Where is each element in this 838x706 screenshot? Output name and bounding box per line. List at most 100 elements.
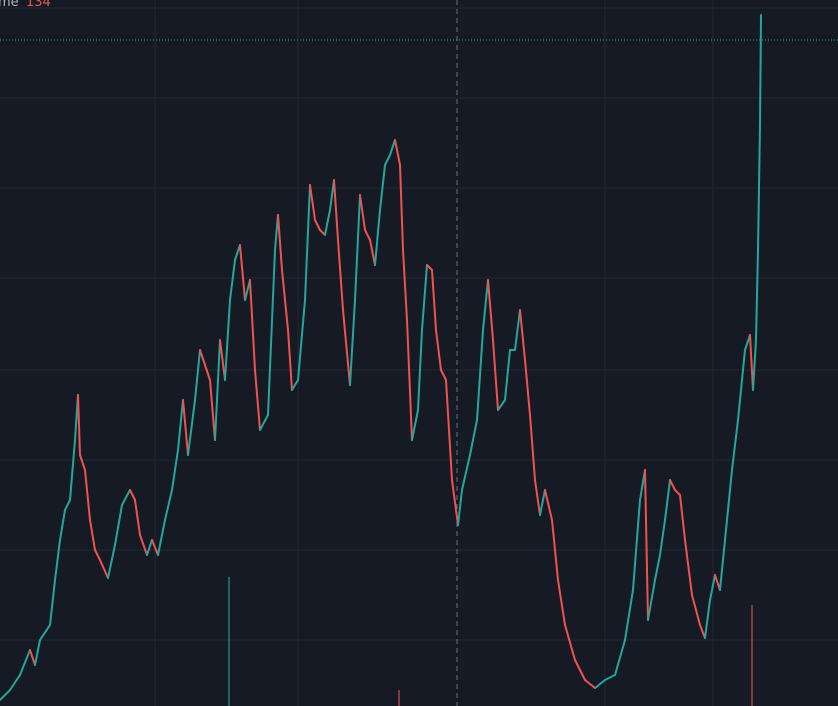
- price-segment: [359, 194, 366, 231]
- price-segment: [224, 299, 231, 381]
- price-segment: [759, 14, 762, 126]
- price-segment: [524, 359, 531, 416]
- price-segment: [314, 219, 321, 231]
- price-segment: [519, 309, 526, 361]
- price-segment: [476, 329, 484, 421]
- price-segment: [89, 519, 96, 551]
- price-segment: [394, 139, 401, 166]
- price-segment: [364, 229, 371, 241]
- price-segment: [699, 624, 706, 639]
- price-segment: [731, 419, 739, 471]
- price-segment: [374, 209, 381, 266]
- price-segment: [354, 194, 361, 301]
- price-segment: [461, 454, 471, 491]
- price-segment: [431, 269, 437, 331]
- price-segment: [199, 349, 206, 366]
- price-segment: [194, 349, 201, 401]
- price-segment: [669, 479, 676, 491]
- price-segment: [304, 184, 311, 301]
- price-segment: [324, 209, 331, 236]
- price-segment: [411, 409, 419, 441]
- price-segment: [29, 649, 36, 666]
- price-segment: [469, 419, 478, 456]
- price-segment: [757, 124, 761, 251]
- price-segment: [333, 179, 339, 241]
- price-segment: [399, 164, 404, 251]
- price-segment: [417, 329, 423, 411]
- price-segment: [551, 519, 559, 581]
- price-segment: [426, 264, 433, 271]
- price-segment: [297, 299, 306, 381]
- price-segment: [287, 329, 293, 391]
- price-segment: [435, 329, 442, 371]
- price-segment: [557, 579, 566, 626]
- price-segment: [504, 349, 511, 401]
- price-segment: [457, 489, 463, 526]
- price-segment: [64, 499, 71, 511]
- price-segment: [487, 279, 494, 341]
- price-segment: [114, 504, 123, 546]
- price-segment: [709, 574, 716, 601]
- price-segment: [369, 239, 376, 266]
- price-segment: [679, 494, 686, 541]
- price-segment: [121, 489, 131, 506]
- price-segment: [239, 244, 246, 301]
- price-segment: [129, 489, 136, 501]
- price-segment: [171, 449, 179, 491]
- price-segment: [659, 519, 666, 556]
- price-segment: [749, 334, 754, 391]
- price-segment: [164, 489, 173, 521]
- price-segment: [259, 414, 269, 431]
- price-segment: [564, 624, 576, 661]
- price-segment: [574, 659, 586, 681]
- price-segment: [534, 479, 541, 516]
- price-segment: [674, 489, 681, 496]
- price-segment: [647, 579, 656, 621]
- price-segment: [445, 379, 453, 481]
- price-segment: [249, 279, 256, 371]
- price-segment: [594, 679, 606, 689]
- price-segment: [614, 639, 626, 676]
- price-segment: [379, 164, 386, 211]
- price-segment: [267, 249, 276, 416]
- price-segment: [229, 259, 236, 301]
- price-segment: [632, 499, 641, 591]
- price-segment: [107, 544, 116, 579]
- price-segment: [39, 624, 51, 641]
- price-segment: [451, 479, 459, 526]
- price-segment: [9, 674, 21, 691]
- price-segment: [69, 439, 76, 501]
- price-segment: [19, 649, 31, 676]
- price-segment: [644, 469, 649, 621]
- price-segment: [204, 364, 211, 381]
- price-segment: [139, 534, 148, 556]
- price-segment: [77, 394, 81, 456]
- price-segment: [529, 414, 536, 481]
- price-segment: [34, 639, 41, 666]
- price-segment: [384, 154, 391, 166]
- price-segment: [737, 349, 746, 421]
- price-segment: [755, 249, 759, 341]
- price-segment: [544, 489, 553, 521]
- price-segment: [691, 594, 701, 626]
- price-segment: [684, 539, 693, 596]
- price-segment: [146, 539, 153, 556]
- price-segment: [219, 339, 226, 381]
- price-segment: [291, 379, 299, 391]
- price-segment: [177, 399, 184, 451]
- price-segment: [244, 279, 251, 301]
- price-segment: [389, 139, 396, 156]
- price-segment: [49, 579, 56, 626]
- price-segment: [584, 679, 596, 689]
- legend-label: me: [0, 0, 19, 10]
- price-segment: [157, 519, 166, 556]
- price-segment: [421, 264, 428, 331]
- price-segment: [497, 399, 506, 411]
- price-segment: [406, 319, 413, 441]
- price-segment: [277, 214, 283, 271]
- price-segment: [624, 589, 634, 641]
- price-segment: [182, 399, 189, 456]
